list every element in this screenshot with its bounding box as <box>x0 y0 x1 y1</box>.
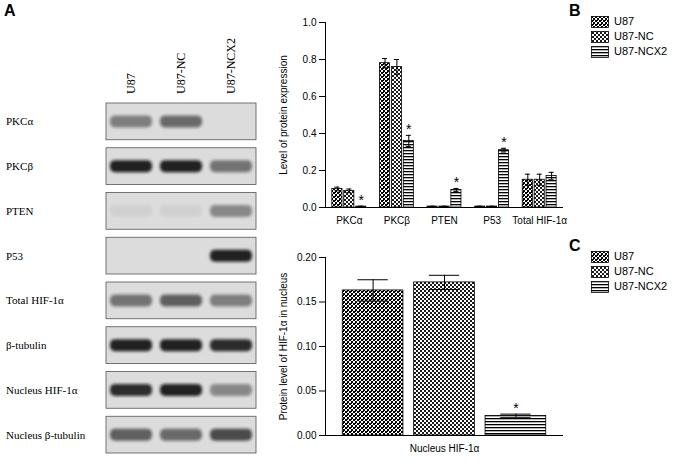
svg-text:0.6: 0.6 <box>303 91 317 102</box>
svg-text:Total HIF-1α: Total HIF-1α <box>6 294 64 306</box>
svg-text:U87-NC: U87-NC <box>174 53 188 94</box>
html-text:U87: U87 <box>614 15 635 27</box>
svg-text:Protein level of HIF-1α in nuc: Protein level of HIF-1α in nucleus <box>278 273 289 421</box>
svg-text:PKCα: PKCα <box>6 115 33 127</box>
svg-text:P53: P53 <box>6 250 24 262</box>
svg-text:U87-NCX2: U87-NCX2 <box>224 38 238 94</box>
svg-text:0.15: 0.15 <box>297 296 317 307</box>
svg-text:Total HIF-1α: Total HIF-1α <box>512 215 567 226</box>
svg-text:PTEN: PTEN <box>431 215 458 226</box>
svg-text:Level of protein expression: Level of protein expression <box>278 55 289 175</box>
svg-text:0.8: 0.8 <box>303 54 317 65</box>
html-text:U87: U87 <box>614 250 635 262</box>
html-text:C: C <box>569 237 581 254</box>
html-text:A: A <box>4 2 16 19</box>
svg-text:0.05: 0.05 <box>297 385 317 396</box>
svg-text:0.10: 0.10 <box>297 341 317 352</box>
html-text:U87-NCX2: U87-NCX2 <box>614 45 668 57</box>
svg-text:*: * <box>406 121 412 137</box>
html-text:B: B <box>569 2 581 19</box>
html-text:U87-NCX2: U87-NCX2 <box>614 280 668 292</box>
svg-text:0.0: 0.0 <box>303 202 317 213</box>
svg-text:0.2: 0.2 <box>303 165 317 176</box>
svg-text:U87: U87 <box>124 73 138 94</box>
svg-text:β-tubulin: β-tubulin <box>6 339 47 351</box>
svg-text:*: * <box>513 400 519 416</box>
svg-text:0.00: 0.00 <box>297 430 317 441</box>
svg-text:*: * <box>501 134 507 150</box>
svg-text:0.4: 0.4 <box>303 128 317 139</box>
svg-text:P53: P53 <box>483 215 501 226</box>
svg-text:1.0: 1.0 <box>303 17 317 28</box>
svg-text:*: * <box>454 174 460 190</box>
svg-text:PTEN: PTEN <box>6 205 34 217</box>
html-text:U87-NC: U87-NC <box>614 265 654 277</box>
svg-text:Nucleus HIF-1α: Nucleus HIF-1α <box>410 443 480 454</box>
svg-text:Nucleus HIF-1α: Nucleus HIF-1α <box>6 384 78 396</box>
svg-text:Nucleus β-tubulin: Nucleus β-tubulin <box>6 429 86 441</box>
svg-text:PKCβ: PKCβ <box>384 215 411 226</box>
svg-text:PKCα: PKCα <box>336 215 363 226</box>
html-text:U87-NC: U87-NC <box>614 30 654 42</box>
svg-text:*: * <box>358 192 364 208</box>
svg-text:PKCβ: PKCβ <box>6 160 33 172</box>
svg-text:0.20: 0.20 <box>297 252 317 263</box>
